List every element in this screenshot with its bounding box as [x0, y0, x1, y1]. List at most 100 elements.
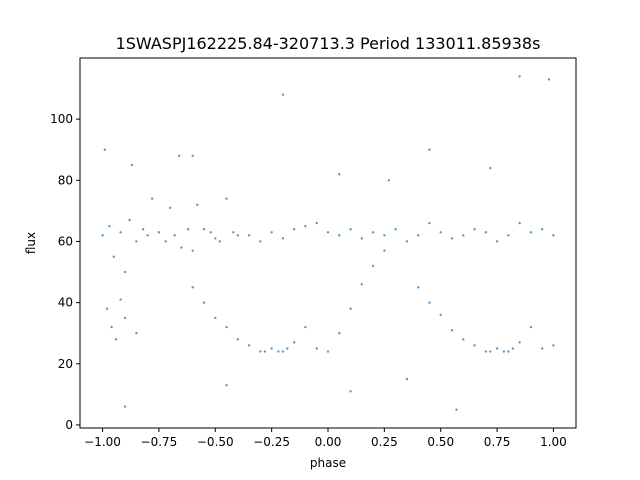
- scatter-point: [141, 228, 145, 231]
- scatter-point: [135, 240, 138, 243]
- scatter-point: [529, 231, 533, 234]
- y-tick-label: 40: [58, 296, 73, 310]
- plot-frame: [79, 57, 577, 429]
- y-axis-label: flux: [24, 232, 38, 254]
- scatter-point: [119, 231, 122, 234]
- scatter-point: [518, 75, 521, 78]
- scatter-point: [489, 350, 492, 353]
- scatter-point: [157, 231, 161, 234]
- scatter-point: [236, 338, 240, 341]
- scatter-point: [304, 325, 307, 329]
- chart-title: 1SWASPJ162225.84-320713.3 Period 133011.…: [116, 34, 541, 53]
- scatter-point: [518, 341, 521, 344]
- scatter-point: [502, 350, 506, 353]
- scatter-point: [405, 377, 409, 381]
- x-axis-ticks: −1.00 −0.75 −0.50 −0.25 0.00 0.25 0.50 0.75 1.00: [84, 428, 567, 449]
- scatter-point: [511, 347, 515, 350]
- scatter-point: [315, 221, 318, 225]
- scatter-point: [540, 228, 544, 231]
- scatter-point: [473, 344, 476, 347]
- scatter-point: [484, 350, 488, 353]
- scatter-point: [150, 197, 154, 200]
- scatter-point: [462, 338, 465, 341]
- scatter-point: [259, 350, 262, 353]
- scatter-point: [371, 231, 375, 234]
- scatter-point: [547, 78, 551, 81]
- scatter-point: [495, 347, 499, 350]
- x-axis-label: phase: [310, 456, 346, 470]
- scatter-point: [146, 234, 149, 237]
- scatter-point: [101, 234, 104, 237]
- scatter-point: [112, 255, 116, 258]
- x-tick-label: 1.00: [540, 435, 567, 449]
- scatter-point: [326, 231, 330, 234]
- scatter-point: [383, 234, 386, 237]
- scatter-point: [428, 221, 431, 225]
- scatter-point: [263, 350, 267, 353]
- x-tick-label: −0.75: [141, 435, 178, 449]
- scatter-point: [387, 179, 391, 182]
- scatter-point: [529, 325, 533, 329]
- x-tick-label: 0.75: [484, 435, 511, 449]
- scatter-point: [450, 328, 454, 332]
- scatter-point: [360, 283, 364, 286]
- scatter-point: [326, 350, 330, 353]
- scatter-point: [196, 203, 199, 206]
- scatter-point: [202, 228, 206, 231]
- scatter-point: [105, 307, 109, 310]
- scatter-point: [349, 228, 352, 231]
- scatter-point: [338, 234, 341, 237]
- x-tick-label: −1.00: [84, 435, 121, 449]
- scatter-point: [130, 163, 134, 167]
- scatter-point: [360, 237, 364, 240]
- y-axis-ticks: 0 20 40 60 80 100: [50, 112, 80, 432]
- scatter-point: [270, 231, 273, 234]
- y-tick-label: 20: [58, 357, 73, 371]
- scatter-point: [489, 166, 492, 170]
- scatter-point: [281, 237, 285, 240]
- scatter-point: [349, 390, 352, 393]
- scatter-point: [214, 237, 217, 240]
- scatter-point: [338, 173, 341, 176]
- scatter-point: [552, 344, 555, 347]
- scatter-point: [455, 408, 458, 411]
- scatter-point: [135, 332, 138, 335]
- scatter-point: [191, 249, 194, 252]
- scatter-point: [315, 347, 318, 350]
- scatter-point: [128, 218, 131, 222]
- scatter-point: [473, 228, 476, 231]
- scatter-point: [123, 270, 127, 274]
- scatter-point: [173, 234, 176, 237]
- scatter-point: [225, 197, 228, 200]
- scatter-point: [225, 383, 228, 387]
- y-tick-label: 0: [65, 418, 73, 432]
- scatter-point: [450, 237, 454, 240]
- scatter-point: [281, 93, 285, 96]
- scatter-point: [191, 154, 194, 158]
- scatter-point: [191, 286, 194, 289]
- scatter-point: [123, 405, 127, 408]
- scatter-point: [439, 313, 442, 317]
- scatter-point: [236, 234, 240, 237]
- scatter-point: [405, 240, 409, 243]
- scatter-point: [552, 234, 555, 237]
- scatter-point: [540, 347, 544, 350]
- x-tick-label: 0.00: [315, 435, 342, 449]
- scatter-point: [270, 347, 273, 350]
- x-tick-label: −0.25: [253, 435, 290, 449]
- scatter-point: [292, 228, 296, 231]
- scatter-point: [428, 301, 431, 304]
- scatter-point: [394, 228, 397, 231]
- scatter-point: [518, 221, 521, 225]
- scatter-point: [507, 234, 510, 237]
- scatter-point: [123, 316, 127, 320]
- scatter-point: [495, 240, 499, 243]
- x-tick-label: 0.25: [371, 435, 398, 449]
- scatter-point: [168, 206, 172, 210]
- scatter-point: [108, 224, 111, 228]
- y-tick-label: 80: [58, 173, 73, 187]
- scatter-point: [232, 231, 235, 234]
- scatter-point: [462, 234, 465, 237]
- scatter-point: [507, 350, 510, 353]
